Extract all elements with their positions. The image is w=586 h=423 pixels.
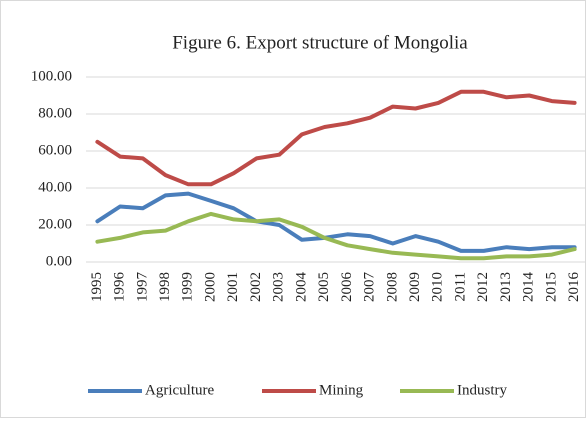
y-tick-label: 60.00 <box>38 142 72 158</box>
legend-label: Industry <box>457 382 507 398</box>
x-tick-label: 2014 <box>521 272 537 303</box>
x-tick-label: 2008 <box>384 272 400 302</box>
x-tick-label: 2001 <box>225 272 241 302</box>
x-tick-label: 2012 <box>475 272 491 302</box>
x-tick-label: 2007 <box>362 272 378 303</box>
x-tick-label: 2002 <box>248 272 264 302</box>
x-tick-label: 2006 <box>339 272 355 303</box>
series-line <box>95 211 577 261</box>
y-tick-label: 80.00 <box>38 105 72 121</box>
legend-item: Industry <box>400 382 507 398</box>
x-tick-label: 1999 <box>180 272 196 302</box>
x-tick-label: 1997 <box>134 272 150 303</box>
series-line <box>95 191 577 253</box>
x-tick-label: 2013 <box>498 272 514 302</box>
x-tick-label: 1995 <box>89 272 105 302</box>
x-tick-label: 2003 <box>271 272 287 302</box>
y-tick-label: 100.00 <box>31 68 72 84</box>
x-tick-label: 2015 <box>543 272 559 302</box>
legend-item: Mining <box>262 382 364 398</box>
legend-label: Agriculture <box>145 382 214 398</box>
x-tick-label: 2004 <box>293 272 309 303</box>
x-tick-label: 2010 <box>430 272 446 302</box>
x-tick-label: 2016 <box>566 272 582 303</box>
y-tick-label: 20.00 <box>38 216 72 232</box>
x-tick-label: 2005 <box>316 272 332 302</box>
series-line <box>95 89 577 187</box>
legend-item: Agriculture <box>88 382 214 398</box>
x-tick-label: 2011 <box>452 272 468 301</box>
x-tick-label: 2009 <box>407 272 423 302</box>
x-tick-label: 2000 <box>202 272 218 302</box>
x-tick-label: 1998 <box>157 272 173 302</box>
legend-label: Mining <box>319 382 364 398</box>
y-tick-label: 0.00 <box>46 253 72 269</box>
chart-title: Figure 6. Export structure of Mongolia <box>172 32 468 53</box>
x-tick-label: 1996 <box>112 272 128 303</box>
y-tick-label: 40.00 <box>38 179 72 195</box>
